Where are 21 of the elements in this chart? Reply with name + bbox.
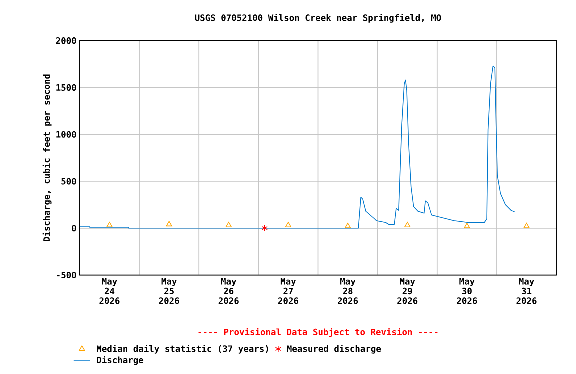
x-tick-label: May 29 2026 xyxy=(398,278,418,304)
x-tick-label: May 28 2026 xyxy=(338,278,358,304)
x-tick-label: May 25 2026 xyxy=(159,278,180,304)
line-series xyxy=(80,66,516,230)
y-tick-label: 500 xyxy=(62,178,76,186)
y-tick-label: 1000 xyxy=(56,132,76,138)
y-tick-label: 0 xyxy=(72,225,76,232)
y-axis-title: Discharge, cubic feet per second xyxy=(42,74,52,242)
legend-label: Median daily statistic (37 years) xyxy=(97,345,268,354)
x-tick-label: May 31 2026 xyxy=(516,278,537,304)
y-tick-label: 1500 xyxy=(56,84,76,92)
y-tick-label: -500 xyxy=(57,272,76,279)
legend-label: Measured discharge xyxy=(287,345,382,354)
x-tick-label: May 30 2026 xyxy=(457,278,478,304)
x-tick-label: May 26 2026 xyxy=(218,278,239,304)
legend-label: Discharge xyxy=(97,356,144,366)
text: ---- Provisional Data Subject to Revision ---- xyxy=(198,328,438,338)
x-tick-label: May 24 2026 xyxy=(100,278,120,304)
chart-title: USGS 07052100 Wilson Creek near Springfield, MO xyxy=(195,14,442,24)
y-tick-label: 2000 xyxy=(56,38,76,44)
x-tick-label: May 27 2026 xyxy=(278,278,298,304)
